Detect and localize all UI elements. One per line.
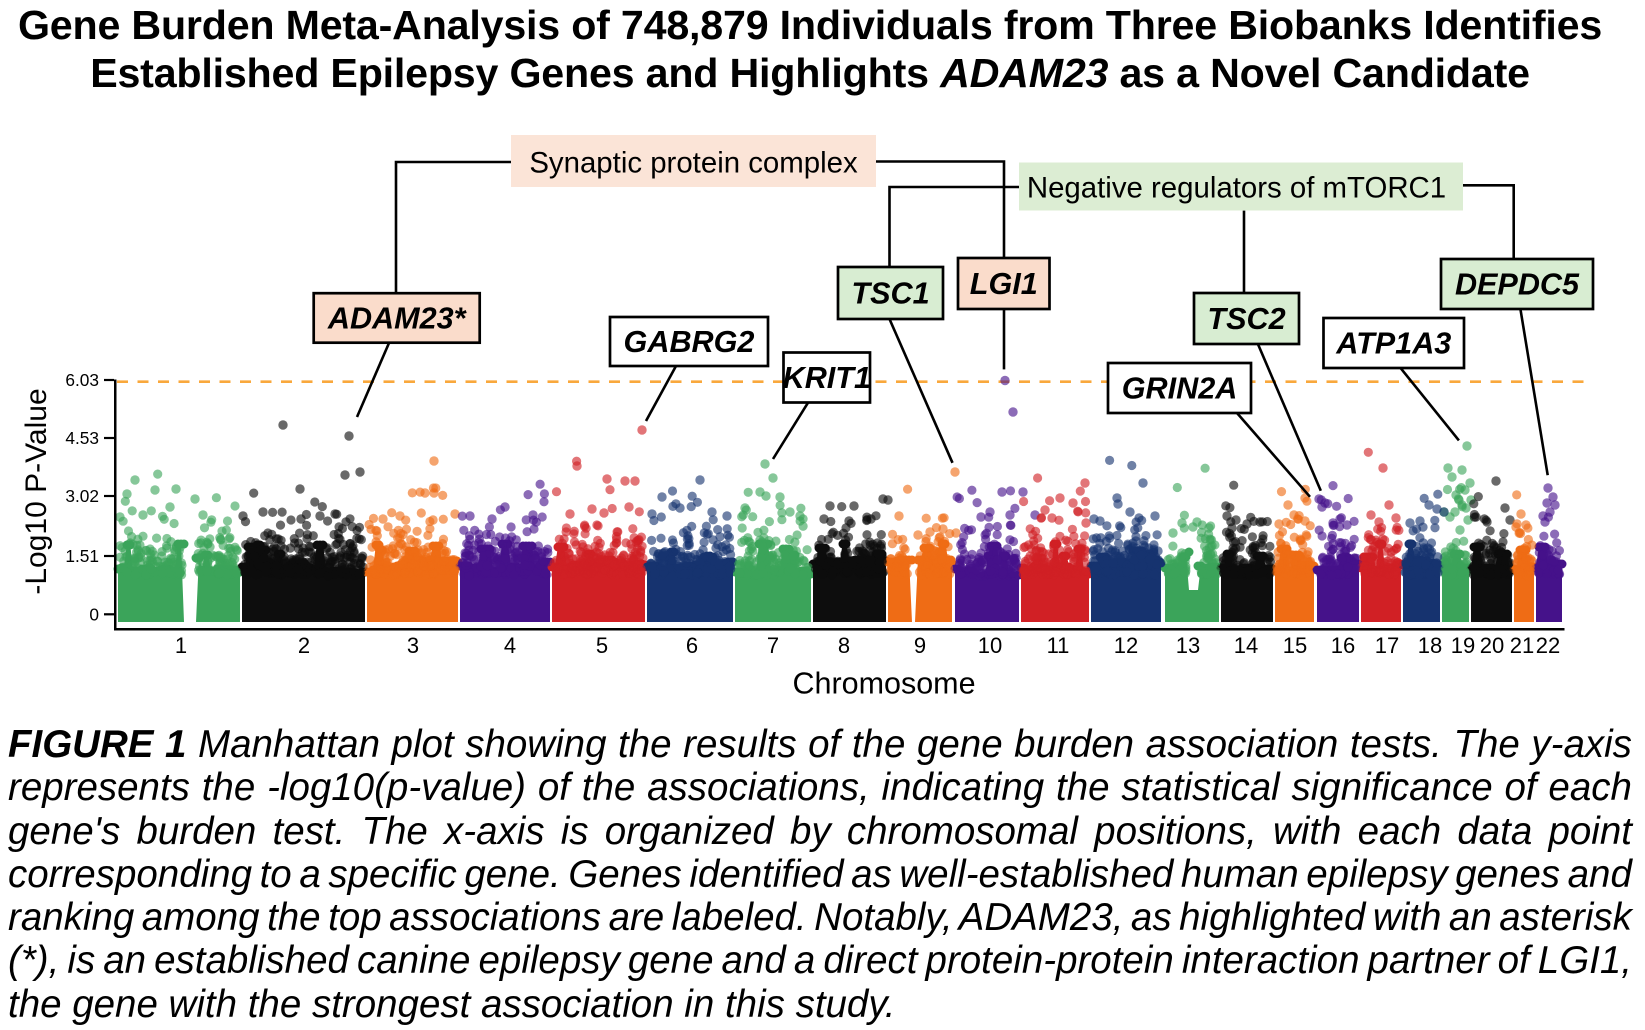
svg-text:TSC2: TSC2	[1207, 302, 1285, 336]
svg-text:4: 4	[504, 633, 516, 658]
svg-text:3.02: 3.02	[65, 486, 99, 506]
svg-text:16: 16	[1331, 633, 1355, 658]
svg-text:6.03: 6.03	[65, 370, 99, 390]
svg-text:7: 7	[767, 633, 779, 658]
svg-text:22: 22	[1536, 633, 1560, 658]
svg-text:17: 17	[1375, 633, 1399, 658]
svg-text:11: 11	[1047, 633, 1070, 658]
svg-text:DEPDC5: DEPDC5	[1455, 268, 1580, 302]
svg-text:ATP1A3: ATP1A3	[1335, 327, 1451, 361]
svg-text:8: 8	[838, 633, 850, 658]
svg-text:TSC1: TSC1	[851, 277, 929, 311]
svg-text:2: 2	[298, 633, 310, 658]
svg-text:0: 0	[89, 604, 99, 624]
svg-text:18: 18	[1418, 633, 1442, 658]
svg-text:-Log10 P-Value: -Log10 P-Value	[20, 388, 53, 594]
svg-text:14: 14	[1234, 633, 1258, 658]
svg-text:9: 9	[914, 633, 926, 658]
svg-text:ADAM23*: ADAM23*	[327, 302, 468, 336]
svg-text:GRIN2A: GRIN2A	[1122, 372, 1238, 406]
svg-text:13: 13	[1176, 633, 1200, 658]
svg-text:20: 20	[1480, 633, 1504, 658]
svg-text:4.53: 4.53	[65, 428, 99, 448]
svg-text:15: 15	[1283, 633, 1307, 658]
svg-text:6: 6	[686, 633, 698, 658]
svg-text:1.51: 1.51	[65, 546, 99, 566]
svg-text:21: 21	[1510, 633, 1534, 658]
svg-text:LGI1: LGI1	[970, 267, 1038, 301]
svg-text:Negative regulators of mTORC1: Negative regulators of mTORC1	[1027, 172, 1446, 205]
svg-text:KRIT1: KRIT1	[783, 361, 871, 395]
svg-text:10: 10	[978, 633, 1002, 658]
svg-text:12: 12	[1114, 633, 1138, 658]
svg-text:19: 19	[1451, 633, 1475, 658]
svg-text:1: 1	[175, 633, 187, 658]
svg-text:3: 3	[407, 633, 419, 658]
svg-text:5: 5	[596, 633, 608, 658]
svg-text:Synaptic protein complex: Synaptic protein complex	[529, 147, 858, 180]
svg-text:Chromosome: Chromosome	[792, 667, 975, 701]
svg-text:GABRG2: GABRG2	[624, 325, 755, 359]
